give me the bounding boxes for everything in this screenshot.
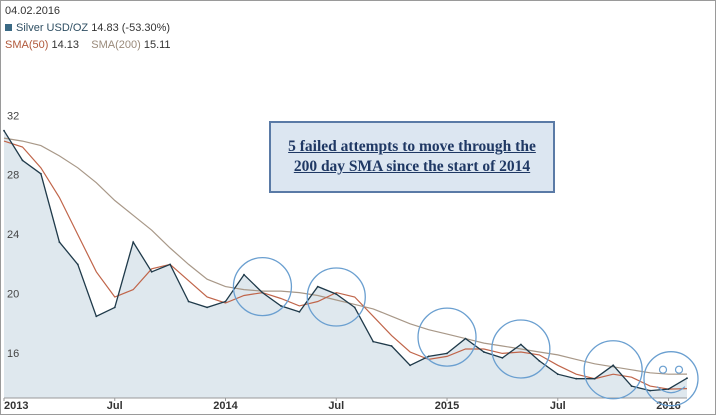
y-tick-label: 24 — [7, 229, 19, 241]
price-point — [667, 388, 670, 390]
price-point — [501, 357, 504, 359]
price-point — [187, 300, 190, 303]
price-point — [95, 315, 98, 318]
x-tick-label: Jul — [328, 400, 344, 412]
annotation-text: 5 failed attempts to move through the 20… — [288, 138, 536, 175]
price-point — [390, 345, 393, 347]
price-point — [446, 352, 448, 355]
y-tick-label: 16 — [7, 348, 19, 360]
price-point — [224, 300, 227, 303]
price-point — [261, 291, 264, 294]
x-tick-label: 2015 — [435, 400, 459, 412]
price-point — [243, 273, 245, 276]
legend-swatch-silver — [5, 24, 12, 31]
highlight-circle — [306, 267, 366, 327]
highlight-circle — [583, 340, 643, 400]
y-tick-label: 32 — [7, 110, 19, 122]
price-point — [132, 241, 135, 244]
price-point — [556, 373, 559, 376]
legend-silver-label: Silver USD/OZ — [16, 22, 89, 34]
price-point — [76, 263, 79, 266]
price-point — [335, 293, 338, 295]
highlight-circle — [491, 319, 551, 379]
price-point — [21, 159, 24, 162]
price-point — [58, 241, 61, 244]
legend-silver-value: 14.83 (-53.30%) — [91, 22, 171, 34]
price-point — [520, 343, 522, 346]
price-point — [113, 306, 116, 309]
price-point — [464, 337, 467, 340]
price-point — [150, 270, 153, 273]
y-tick-label: 20 — [7, 288, 19, 300]
x-tick-label: Jul — [107, 400, 123, 412]
annotation-callout: 5 failed attempts to move through the 20… — [269, 121, 555, 193]
x-tick-label: 2014 — [213, 400, 238, 412]
price-point — [3, 129, 5, 132]
price-point — [206, 306, 209, 309]
legend-sma200-value: 15.11 — [143, 39, 171, 51]
price-point — [630, 385, 633, 387]
price-point — [280, 305, 282, 307]
chart-date: 04.02.2016 — [5, 5, 61, 17]
price-point — [169, 263, 172, 266]
price-point — [593, 377, 596, 380]
legend-sma: SMA(50) 14.13 SMA(200) 15.11 — [5, 39, 171, 51]
price-point — [686, 377, 688, 380]
price-point — [298, 311, 301, 313]
price-point — [353, 306, 356, 309]
legend-sma200-label: SMA(200) — [91, 39, 141, 51]
price-point — [40, 172, 42, 175]
price-point — [483, 351, 485, 353]
price-point — [612, 364, 615, 367]
highlight-circle — [417, 307, 477, 367]
price-point — [427, 355, 430, 358]
price-line — [3, 130, 688, 392]
legend-sma50-label: SMA(50) — [5, 39, 49, 51]
price-area — [4, 130, 687, 398]
x-tick-label: Jul — [550, 400, 566, 412]
smiley-eye-icon — [674, 365, 684, 374]
price-point — [372, 340, 375, 343]
smiley-face-icon — [643, 351, 699, 407]
price-point — [538, 360, 541, 362]
price-point — [575, 377, 578, 380]
price-point — [409, 364, 411, 367]
smiley-mouth-icon — [656, 386, 686, 394]
x-tick-label: 2013 — [4, 400, 28, 412]
highlight-circle — [232, 256, 293, 317]
smiley-eye-icon — [658, 365, 668, 374]
price-point — [316, 285, 319, 288]
legend-sma50-value: 14.13 — [51, 39, 79, 51]
sma200-line — [3, 137, 688, 375]
price-point — [649, 389, 651, 392]
y-tick-label: 28 — [7, 170, 19, 182]
legend-silver: Silver USD/OZ 14.83 (-53.30%) — [5, 22, 170, 34]
